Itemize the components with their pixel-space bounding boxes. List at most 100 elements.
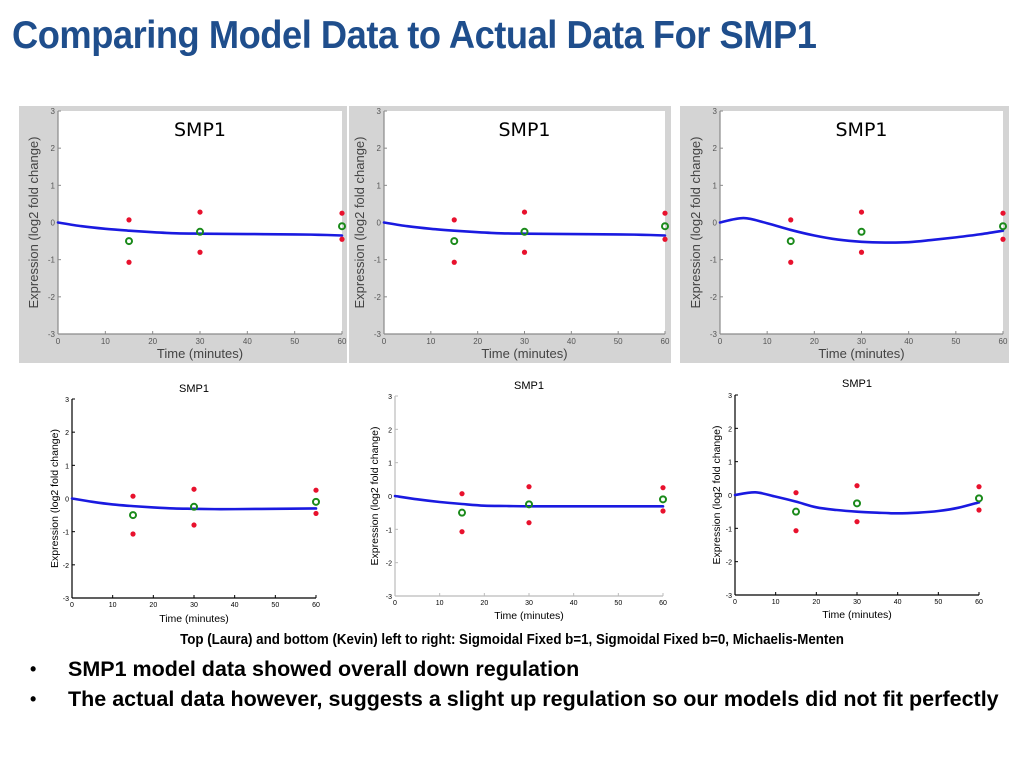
replicate-point — [339, 210, 345, 216]
x-tick-label: 0 — [56, 337, 61, 346]
x-tick-label: 30 — [853, 599, 861, 606]
y-tick-label: 1 — [65, 463, 69, 470]
y-tick-label: 2 — [713, 144, 718, 153]
y-axis-label: Expression (log2 fold change) — [369, 427, 381, 566]
y-tick-label: 0 — [728, 493, 732, 500]
mean-point — [661, 222, 669, 231]
y-tick-label: 2 — [65, 430, 69, 437]
replicate-point — [976, 484, 982, 490]
x-tick-label: 60 — [338, 337, 347, 346]
chart-title: SMP1 — [514, 380, 544, 392]
y-tick-label: -1 — [710, 256, 718, 265]
model-curve — [70, 497, 318, 511]
y-tick-label: 0 — [65, 497, 69, 504]
plot-area — [395, 396, 663, 596]
y-tick-label: -3 — [710, 330, 718, 339]
replicate-point — [662, 210, 668, 216]
y-tick-label: -2 — [374, 293, 382, 302]
mean-point — [659, 495, 667, 504]
x-tick-label: 40 — [904, 337, 913, 346]
mean-point — [525, 500, 533, 509]
x-tick-label: 50 — [934, 599, 942, 606]
x-tick-label: 30 — [190, 602, 198, 609]
replicate-point — [130, 531, 136, 537]
y-tick-label: -3 — [48, 330, 56, 339]
x-axis-label: Time (minutes) — [157, 346, 243, 361]
plot-area — [735, 395, 979, 595]
replicate-point — [339, 236, 345, 242]
replicate-point — [313, 510, 319, 517]
mean-point — [196, 227, 204, 236]
x-tick-label: 60 — [661, 337, 670, 346]
replicate-point — [126, 217, 132, 223]
replicate-point — [126, 259, 132, 265]
x-tick-label: 20 — [148, 337, 157, 346]
mean-point — [520, 227, 529, 236]
y-tick-label: 3 — [377, 107, 382, 116]
chart-title: SMP1 — [836, 119, 888, 141]
replicate-point — [660, 485, 666, 491]
bullet-icon: • — [30, 689, 37, 709]
y-tick-label: -1 — [726, 526, 732, 533]
y-tick-label: -3 — [374, 330, 382, 339]
replicate-point — [526, 484, 532, 490]
y-tick-label: -3 — [63, 596, 69, 603]
x-tick-label: 60 — [659, 600, 667, 607]
x-axis-label: Time (minutes) — [818, 346, 904, 361]
plot-area — [72, 399, 316, 598]
chart-title: SMP1 — [842, 378, 872, 390]
mean-point — [190, 502, 198, 511]
y-axis-label: Expression (log2 fold change) — [26, 137, 41, 309]
x-tick-label: 40 — [570, 600, 578, 607]
x-tick-label: 0 — [382, 337, 387, 346]
y-tick-label: -2 — [386, 561, 392, 568]
model-curve — [718, 216, 1005, 244]
replicate-point — [191, 522, 197, 528]
y-tick-label: 2 — [728, 426, 732, 433]
x-tick-label: 20 — [149, 602, 157, 609]
bullet-item: • The actual data however, suggests a sli… — [30, 686, 1000, 712]
y-tick-label: -1 — [63, 530, 69, 537]
chart-title: SMP1 — [174, 119, 226, 141]
x-axis-label: Time (minutes) — [481, 346, 567, 361]
replicate-point — [459, 491, 465, 497]
replicate-point — [451, 217, 457, 223]
y-tick-label: 3 — [51, 107, 56, 116]
replicate-point — [191, 486, 197, 492]
y-tick-label: 0 — [377, 219, 382, 228]
y-axis-label: Expression (log2 fold change) — [352, 137, 367, 309]
y-tick-label: 1 — [51, 181, 56, 190]
y-tick-label: 3 — [388, 394, 392, 401]
y-axis-label: Expression (log2 fold change) — [711, 426, 723, 565]
mean-point — [338, 222, 346, 231]
replicate-point — [521, 209, 528, 215]
replicate-point — [793, 528, 799, 534]
chart-title: SMP1 — [179, 383, 209, 395]
x-axis-label: Time (minutes) — [494, 610, 564, 622]
replicate-point — [793, 490, 799, 496]
x-tick-label: 0 — [718, 337, 723, 346]
replicate-point — [976, 507, 982, 513]
replicate-point — [313, 487, 319, 493]
x-tick-label: 10 — [101, 337, 110, 346]
x-tick-label: 20 — [812, 599, 820, 606]
x-tick-label: 0 — [70, 602, 74, 609]
x-tick-label: 40 — [243, 337, 252, 346]
y-tick-label: 2 — [377, 144, 382, 153]
x-tick-label: 20 — [810, 337, 819, 346]
y-tick-label: -2 — [63, 563, 69, 570]
mean-point — [458, 508, 466, 517]
chart-title: SMP1 — [499, 119, 551, 141]
plot-area — [384, 111, 665, 334]
y-tick-label: -1 — [48, 256, 56, 265]
x-axis-label: Time (minutes) — [159, 613, 229, 625]
x-tick-label: 10 — [426, 337, 435, 346]
replicate-point — [130, 493, 136, 499]
bullet-text: The actual data however, suggests a slig… — [68, 687, 999, 711]
x-tick-label: 20 — [473, 337, 482, 346]
replicate-point — [197, 209, 203, 215]
